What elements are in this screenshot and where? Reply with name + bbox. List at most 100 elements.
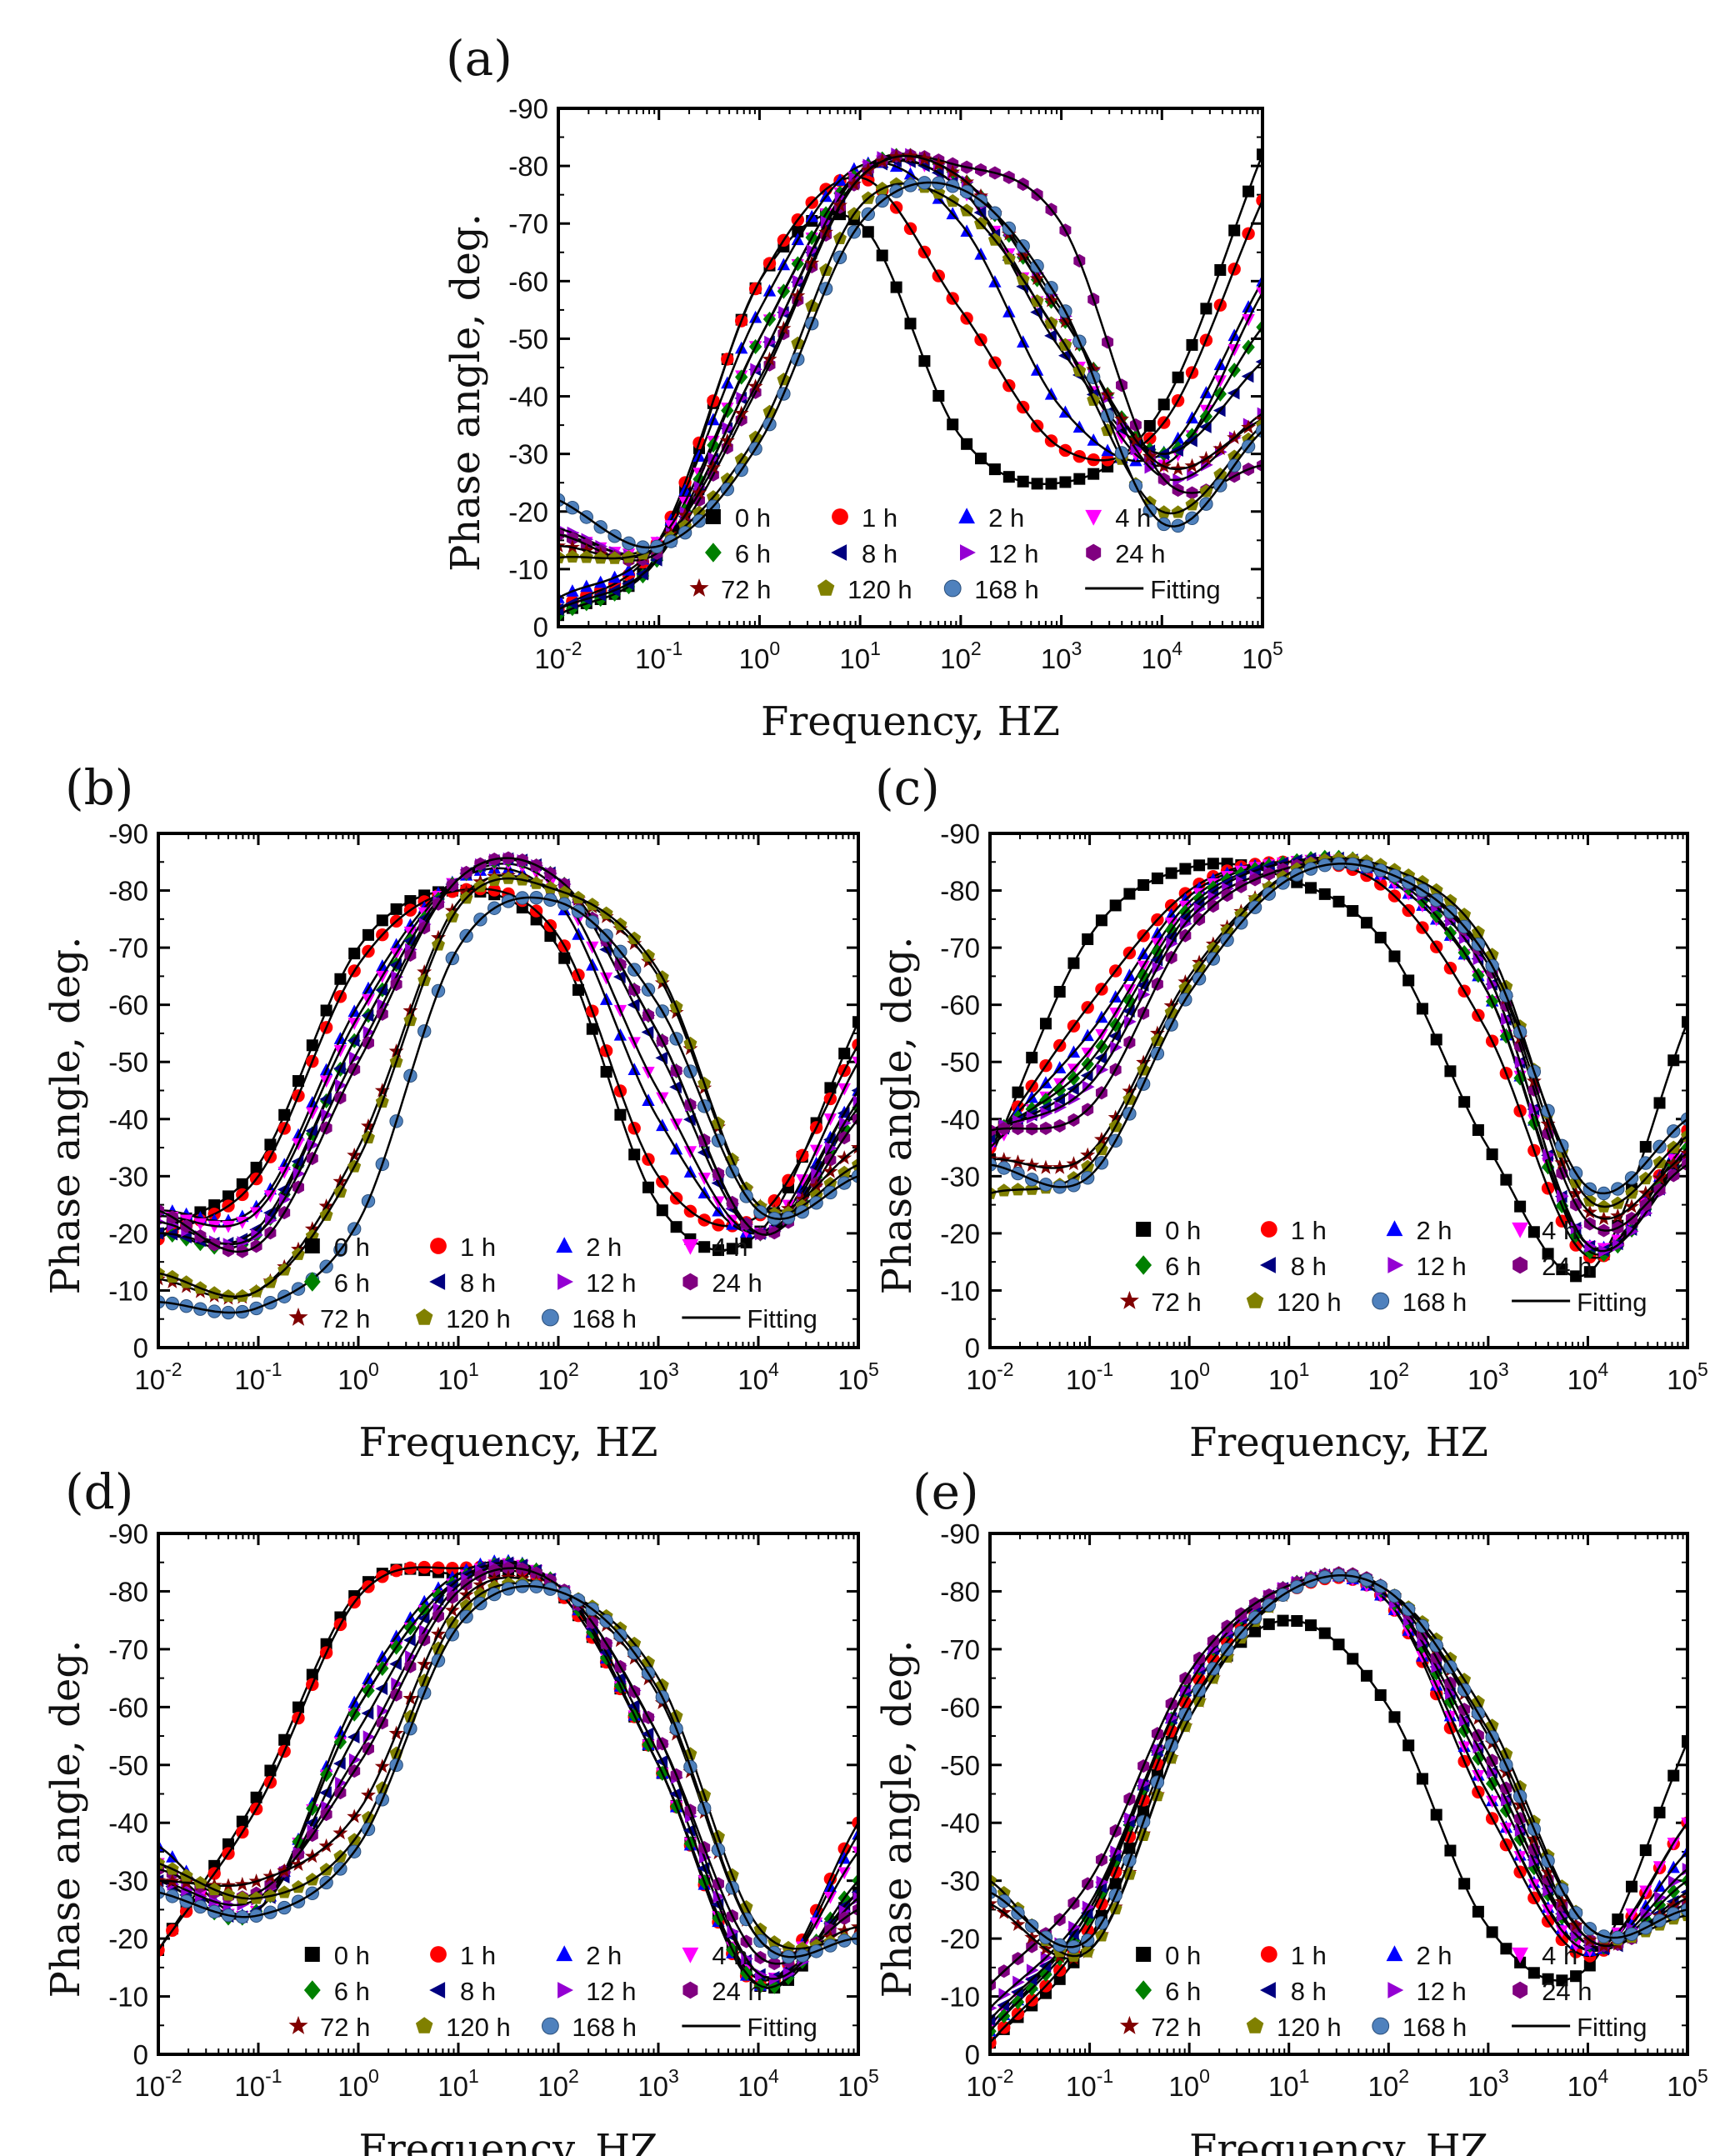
y-tick-label: -30: [940, 1161, 980, 1192]
legend-marker: [558, 1982, 573, 1998]
y-tick-label: 0: [965, 1333, 980, 1363]
legend-label: 168 h: [974, 575, 1039, 604]
x-tick-label: 100: [338, 2065, 379, 2102]
fitting-curve: [558, 158, 1262, 555]
x-tick-label: 101: [1268, 1358, 1310, 1395]
legend-marker: [1512, 1981, 1528, 1999]
y-tick-label: -80: [108, 876, 148, 907]
legend-label: 1 h: [460, 1233, 496, 1262]
x-tick-label: 100: [739, 638, 781, 674]
x-tick-label: 104: [1568, 2065, 1609, 2102]
y-tick-label: -20: [940, 1218, 980, 1249]
y-tick-label: -90: [508, 93, 548, 124]
legend-marker: [705, 543, 722, 563]
legend-marker: [542, 1308, 559, 1327]
x-tick-label: 10-2: [966, 1358, 1013, 1395]
fitting-curve: [158, 858, 858, 1246]
y-tick-label: -40: [940, 1104, 980, 1135]
y-tick-label: -50: [508, 323, 548, 354]
fitting-curve: [990, 856, 1688, 1256]
y-tick-label: -80: [940, 876, 980, 907]
fitting-curve: [158, 858, 858, 1245]
x-tick-label: 101: [438, 2065, 479, 2102]
x-tick-label: 102: [538, 1358, 579, 1395]
legend-label: 120 h: [446, 2013, 511, 2042]
y-tick-label: 0: [133, 2039, 148, 2070]
x-tick-label: 101: [839, 638, 881, 674]
legend-fit-label: Fitting: [747, 1304, 817, 1333]
panel-letter: (b): [65, 759, 133, 816]
legend-marker: [1119, 1290, 1139, 1309]
legend-marker: [288, 1307, 308, 1326]
legend-label: 6 h: [735, 539, 771, 568]
legend: 0 h 1 h 2 h 4 h 6 h 8 h 12 h 24 h 72 h 120 h 168 h…: [288, 1941, 818, 2042]
legend-label: 0 h: [334, 1941, 370, 1970]
legend-label: 0 h: [735, 503, 771, 533]
x-tick-label: 105: [1667, 1358, 1708, 1395]
y-tick-label: -10: [940, 1275, 980, 1306]
y-tick-label: -20: [940, 1923, 980, 1954]
legend-marker: [429, 1982, 446, 1998]
legend-label: 12 h: [586, 1977, 636, 2006]
fitting-curve: [158, 863, 858, 1235]
legend-label: 72 h: [1151, 1288, 1201, 1317]
legend-label: 2 h: [988, 503, 1024, 533]
x-tick-label: 105: [1242, 638, 1283, 674]
x-tick-label: 103: [638, 2065, 679, 2102]
x-tick-label: 10-1: [1066, 2065, 1113, 2102]
legend-label: 168 h: [1402, 2013, 1468, 2042]
y-tick-label: -80: [108, 1576, 148, 1607]
legend-marker: [682, 1238, 699, 1255]
plot-area: [990, 849, 1688, 1283]
fitting-curve: [158, 1567, 858, 1965]
x-tick-label: 104: [738, 1358, 779, 1395]
legend-marker: [1085, 509, 1102, 526]
y-tick-label: -30: [108, 1866, 148, 1897]
legend-marker: [304, 1947, 320, 1962]
plot-frame: [157, 1532, 860, 2056]
legend-marker: [415, 2017, 433, 2033]
legend-marker: [817, 579, 835, 596]
fitting-curve: [558, 154, 1262, 560]
fitting-curve: [158, 1564, 858, 1980]
legend-label: 8 h: [1291, 1252, 1327, 1281]
legend-marker: [1372, 1292, 1390, 1310]
legend-label: 0 h: [1165, 1941, 1201, 1970]
y-tick-label: -80: [508, 151, 548, 182]
panel-letter: (c): [875, 759, 940, 816]
data-point: [990, 1895, 998, 1911]
legend-label: 1 h: [1291, 1216, 1327, 1245]
x-tick-label: 10-1: [635, 638, 682, 674]
y-axis-title: Phase angle, deg.: [874, 937, 921, 1295]
legend-label: 0 h: [334, 1233, 370, 1262]
x-axis-title: Frequency, HZ: [1189, 1419, 1488, 1466]
x-tick-label: 105: [838, 1358, 879, 1395]
y-tick-label: -70: [940, 933, 980, 963]
fitting-curve: [990, 1574, 1688, 1948]
legend-marker: [556, 1945, 573, 1962]
legend: 0 h 1 h 2 h 4 h 6 h 8 h 12 h 24 h 72 h 120 h 168 h…: [689, 503, 1221, 604]
legend-label: 72 h: [1151, 2013, 1201, 2042]
legend-marker: [1136, 1222, 1152, 1237]
x-tick-label: 104: [738, 2065, 779, 2102]
y-axis-title: Phase angle, deg.: [442, 213, 489, 572]
fitting-curve: [158, 1565, 858, 1987]
fitting-curve: [158, 896, 858, 1314]
legend-label: 24 h: [712, 1977, 762, 2006]
panel-letter: (d): [65, 1463, 133, 1520]
legend-marker: [303, 1272, 321, 1292]
legend-label: 72 h: [320, 2013, 370, 2042]
chart-panel: (b) 0 -10 -20 -30 -40 -50 -60 -70 -80 -90 10-2 10-1 1…: [42, 759, 879, 1466]
legend-marker: [288, 2015, 308, 2034]
legend-fit-label: Fitting: [1577, 1288, 1647, 1317]
legend-label: 24 h: [1542, 1252, 1592, 1281]
data-point: [851, 1918, 858, 1933]
legend-fit-label: Fitting: [747, 2013, 817, 2042]
legend-marker: [429, 1273, 446, 1290]
y-tick-label: -20: [108, 1218, 148, 1249]
plot-area: [990, 1566, 1688, 2049]
legend-marker: [958, 508, 975, 524]
legend-label: 24 h: [1542, 1977, 1592, 2006]
x-tick-label: 105: [838, 2065, 879, 2102]
fitting-curve: [990, 862, 1688, 1278]
